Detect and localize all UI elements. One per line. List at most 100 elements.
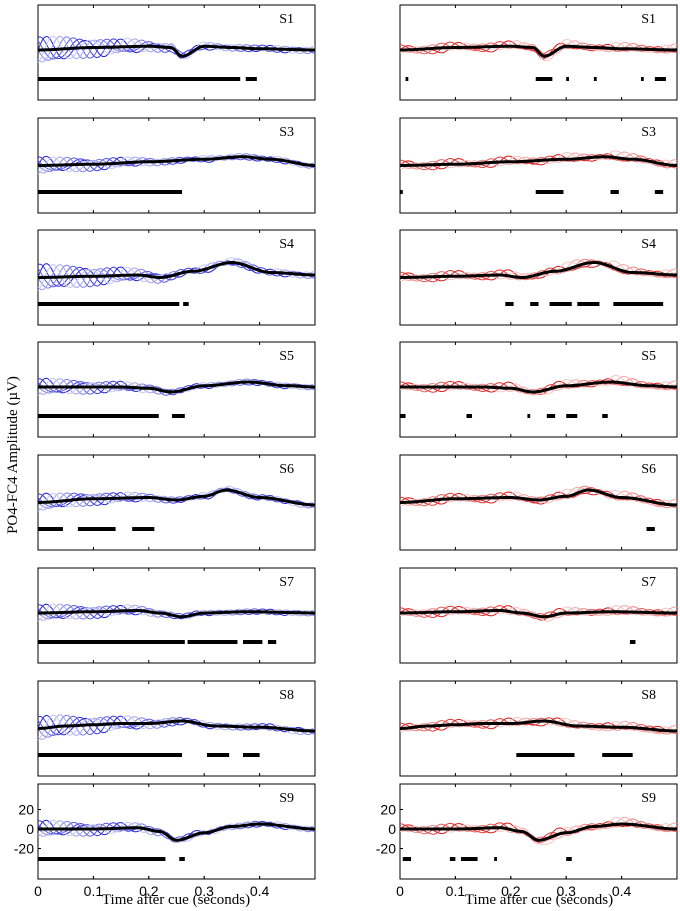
panel-right-2: S3 [641, 125, 656, 140]
panel-left-3: S4 [279, 237, 294, 252]
mean-trace [400, 261, 677, 279]
y-axis-title: PO4-FC4 Amplitude (µV) [5, 376, 21, 534]
panel-label-right-s9: S9 [641, 791, 656, 806]
panel-left-2: S3 [279, 125, 294, 140]
panel-label-left-s8: S8 [279, 688, 294, 703]
mean-trace [400, 822, 677, 842]
significance-bar [38, 302, 180, 306]
panel-left-s3-plot [37, 117, 316, 214]
mean-trace [38, 261, 315, 279]
significance-bar [400, 414, 406, 418]
x-tick-label: 0.2 [139, 883, 159, 899]
panel-left-8: S9 [279, 791, 294, 806]
significance-bar [535, 190, 564, 194]
panel-right-7: S8 [641, 688, 656, 703]
panel-right-8: S9 [641, 791, 656, 806]
significance-bar [267, 640, 277, 644]
trial-trace [37, 487, 316, 509]
significance-bar [460, 857, 478, 861]
significance-bar [187, 640, 238, 644]
panel-right-s9-plot: 0 0.1 0.2 0.3 0.4 20 0 -20 [376, 783, 678, 899]
significance-bar [494, 857, 497, 861]
mean-trace [38, 155, 315, 167]
mean-trace [400, 719, 677, 733]
panel-label-left-s6: S6 [279, 462, 294, 477]
panel-left-s8-plot [37, 680, 316, 777]
significance-bar [206, 753, 230, 757]
panel-right-s4-plot [399, 229, 678, 326]
significance-bar [516, 753, 575, 757]
axes-frame [399, 783, 678, 880]
panel-right-3: S4 [641, 237, 656, 252]
x-tick-label: 0.3 [194, 883, 214, 899]
significance-bar [245, 77, 257, 81]
y-tick-label: 0 [26, 821, 34, 837]
significance-bar [613, 302, 664, 306]
significance-bar [38, 414, 159, 418]
significance-bar [593, 77, 597, 81]
y-tick-label: -20 [14, 841, 34, 857]
x-tick-label: 0.1 [84, 883, 104, 899]
panel-label-right-s3: S3 [641, 125, 656, 140]
panel-label-right-s8: S8 [641, 688, 656, 703]
x-tick-label: 0.4 [250, 883, 270, 899]
mean-trace [400, 380, 677, 394]
trial-trace [37, 378, 316, 396]
significance-bar [602, 414, 608, 418]
panel-label-left-s1: S1 [279, 12, 294, 27]
mean-trace [38, 488, 315, 507]
significance-bar [549, 302, 572, 306]
x-tick-label: 0.4 [612, 883, 632, 899]
mean-trace [38, 609, 315, 619]
panel-right-s8-plot [399, 680, 678, 777]
significance-bar [38, 527, 63, 531]
panel-right-s5-plot [399, 341, 678, 438]
trial-trace [399, 154, 678, 171]
x-tick-label: 0.1 [446, 883, 466, 899]
panel-left-1: S1 [279, 12, 294, 27]
mean-trace [38, 822, 315, 842]
panel-left-s5-plot [37, 341, 316, 438]
significance-bar [172, 414, 185, 418]
panel-label-right-s7: S7 [641, 575, 656, 590]
significance-bar [242, 753, 260, 757]
x-axis-title-right: Time after cue (seconds) [465, 892, 613, 908]
significance-bar [577, 302, 600, 306]
panel-right-1: S1 [641, 12, 656, 27]
panel-label-left-s5: S5 [279, 349, 294, 364]
significance-bar [610, 190, 619, 194]
significance-bar [242, 640, 263, 644]
trial-trace [37, 820, 316, 840]
panel-left-4: S5 [279, 349, 294, 364]
panel-right-s1-plot [399, 4, 678, 101]
mean-trace [400, 488, 677, 507]
panel-left-s7-plot [37, 567, 316, 664]
mean-trace [400, 155, 677, 167]
significance-bar [530, 302, 539, 306]
significance-bar [566, 414, 578, 418]
trial-trace [399, 605, 678, 622]
panel-right-s3-plot [399, 117, 678, 214]
panel-label-left-s9: S9 [279, 791, 294, 806]
significance-bar [38, 753, 183, 757]
panel-right-s6-plot [399, 454, 678, 551]
significance-bar [132, 527, 155, 531]
x-tick-label: 0 [396, 883, 404, 899]
panel-label-right-s6: S6 [641, 462, 656, 477]
panel-left-s1-plot [37, 4, 316, 101]
panel-left-s4-plot [37, 229, 316, 326]
significance-bar [654, 190, 664, 194]
mean-trace [400, 44, 677, 58]
panel-left-6: S7 [279, 575, 294, 590]
panel-label-right-s5: S5 [641, 349, 656, 364]
significance-bar [527, 414, 531, 418]
mean-trace [38, 44, 315, 58]
significance-bar [546, 414, 556, 418]
y-tick-label: 20 [18, 802, 34, 818]
trial-trace [37, 154, 316, 172]
significance-bar [38, 857, 166, 861]
trial-trace [399, 488, 678, 508]
panel-label-right-s1: S1 [641, 12, 656, 27]
axes-frame [399, 454, 678, 551]
